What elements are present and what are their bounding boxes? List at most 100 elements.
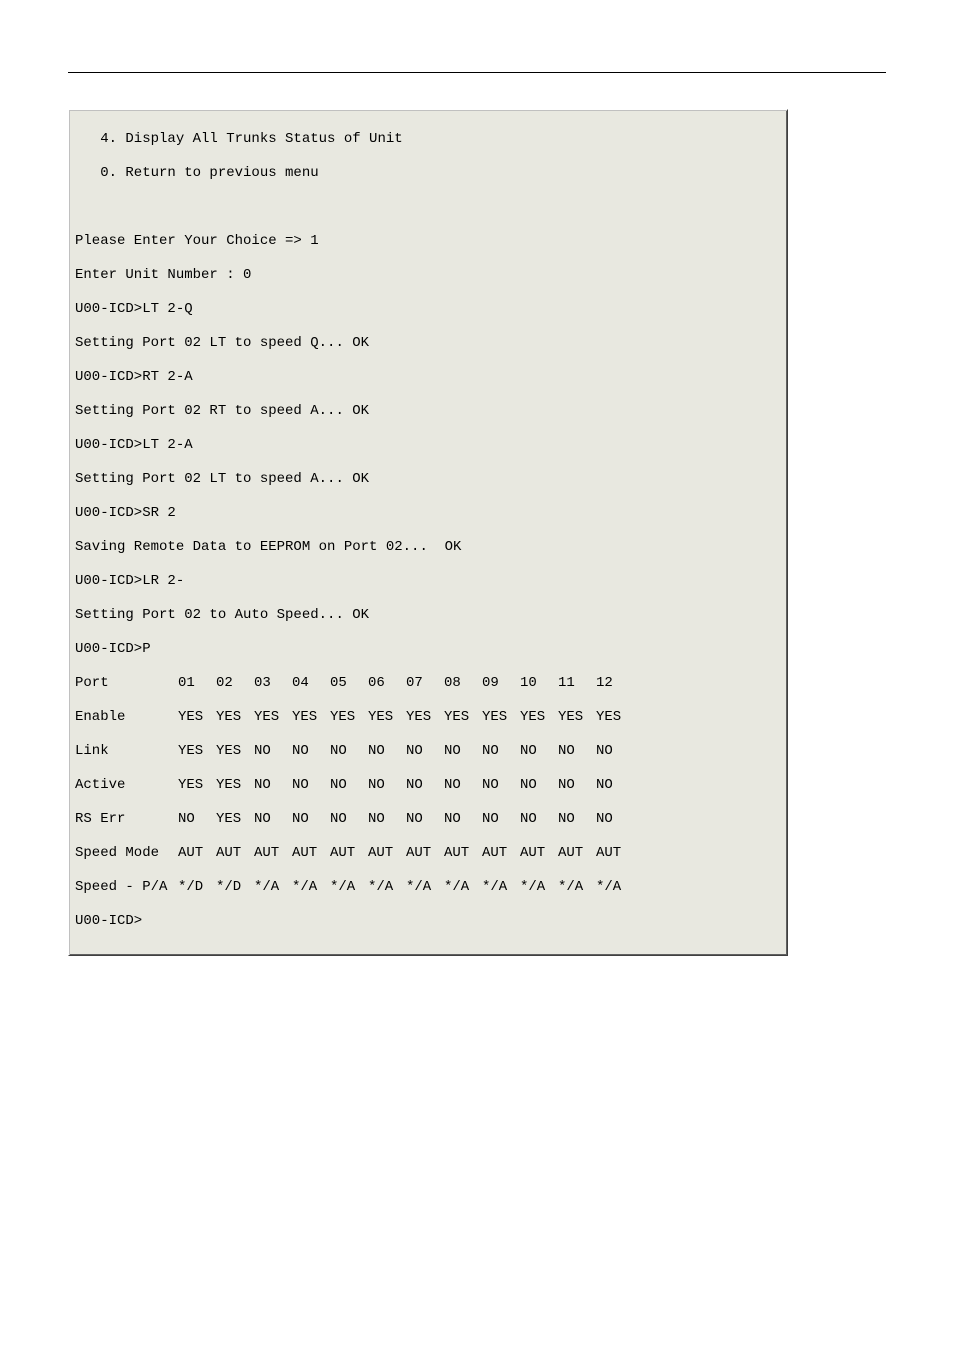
row-label: Enable <box>75 709 178 726</box>
cell: YES <box>292 709 330 726</box>
cell: NO <box>368 743 406 760</box>
cell: YES <box>596 709 634 726</box>
cell: NO <box>596 777 634 794</box>
table-row: Speed - P/A*/D*/D*/A*/A*/A*/A*/A*/A*/A*/… <box>75 879 781 896</box>
cell: NO <box>482 743 520 760</box>
cell: */A <box>330 879 368 896</box>
session-line: U00-ICD>SR 2 <box>75 505 781 522</box>
cell: */A <box>482 879 520 896</box>
session-line: U00-ICD>LR 2- <box>75 573 781 590</box>
port-header-label: Port <box>75 675 178 692</box>
cell: AUT <box>520 845 558 862</box>
cell: YES <box>178 709 216 726</box>
cell: YES <box>178 743 216 760</box>
menu-line: 4. Display All Trunks Status of Unit <box>75 131 781 148</box>
cell: AUT <box>216 845 254 862</box>
cell: NO <box>558 777 596 794</box>
menu-line: 0. Return to previous menu <box>75 165 781 182</box>
row-label: Speed Mode <box>75 845 178 862</box>
port-col: 02 <box>216 675 254 692</box>
session-line: U00-ICD>P <box>75 641 781 658</box>
session-line: Please Enter Your Choice => 1 <box>75 233 781 250</box>
cell: YES <box>368 709 406 726</box>
cell: AUT <box>368 845 406 862</box>
cell: NO <box>292 811 330 828</box>
port-col: 08 <box>444 675 482 692</box>
cell: */A <box>406 879 444 896</box>
session-line: Setting Port 02 LT to speed A... OK <box>75 471 781 488</box>
cell: NO <box>330 743 368 760</box>
cell: */A <box>368 879 406 896</box>
port-col: 11 <box>558 675 596 692</box>
table-row: RS ErrNOYESNONONONONONONONONONO <box>75 811 781 828</box>
cell: AUT <box>254 845 292 862</box>
port-col: 01 <box>178 675 216 692</box>
cell: AUT <box>444 845 482 862</box>
cell: AUT <box>330 845 368 862</box>
cell: NO <box>520 743 558 760</box>
cell: NO <box>520 811 558 828</box>
cell: YES <box>558 709 596 726</box>
cell: */A <box>558 879 596 896</box>
cell: AUT <box>178 845 216 862</box>
session-line: Setting Port 02 to Auto Speed... OK <box>75 607 781 624</box>
cell: */A <box>520 879 558 896</box>
session-line: Enter Unit Number : 0 <box>75 267 781 284</box>
cell: NO <box>330 811 368 828</box>
table-row: EnableYESYESYESYESYESYESYESYESYESYESYESY… <box>75 709 781 726</box>
cell: YES <box>406 709 444 726</box>
cell: YES <box>216 777 254 794</box>
header-rule <box>68 72 886 73</box>
row-label: Active <box>75 777 178 794</box>
cell: NO <box>596 743 634 760</box>
cell: NO <box>292 743 330 760</box>
cell: NO <box>558 743 596 760</box>
session-line: Saving Remote Data to EEPROM on Port 02.… <box>75 539 781 556</box>
row-label: Speed - P/A <box>75 879 178 896</box>
cell: */A <box>596 879 634 896</box>
cell: NO <box>178 811 216 828</box>
port-col: 06 <box>368 675 406 692</box>
cell: NO <box>520 777 558 794</box>
cell: NO <box>444 743 482 760</box>
cell: NO <box>254 743 292 760</box>
cell: NO <box>406 743 444 760</box>
cell: */A <box>292 879 330 896</box>
session-line: U00-ICD>LT 2-A <box>75 437 781 454</box>
cell: NO <box>482 811 520 828</box>
prompt-line: U00-ICD> <box>75 913 781 930</box>
table-row: Speed ModeAUTAUTAUTAUTAUTAUTAUTAUTAUTAUT… <box>75 845 781 862</box>
cell: AUT <box>406 845 444 862</box>
cell: NO <box>406 811 444 828</box>
cell: NO <box>368 811 406 828</box>
port-col: 03 <box>254 675 292 692</box>
cell: NO <box>406 777 444 794</box>
port-col: 07 <box>406 675 444 692</box>
cell: AUT <box>292 845 330 862</box>
session-line: Setting Port 02 RT to speed A... OK <box>75 403 781 420</box>
port-col: 05 <box>330 675 368 692</box>
port-col: 12 <box>596 675 634 692</box>
cell: NO <box>254 777 292 794</box>
blank-line <box>75 199 781 216</box>
cell: YES <box>520 709 558 726</box>
cell: */D <box>178 879 216 896</box>
cell: NO <box>444 811 482 828</box>
cell: YES <box>178 777 216 794</box>
session-line: Setting Port 02 LT to speed Q... OK <box>75 335 781 352</box>
cell: NO <box>482 777 520 794</box>
cell: NO <box>368 777 406 794</box>
cell: NO <box>330 777 368 794</box>
cell: YES <box>216 811 254 828</box>
cell: YES <box>216 743 254 760</box>
row-label: RS Err <box>75 811 178 828</box>
cell: NO <box>254 811 292 828</box>
port-col: 10 <box>520 675 558 692</box>
cell: */D <box>216 879 254 896</box>
cell: AUT <box>482 845 520 862</box>
cell: AUT <box>558 845 596 862</box>
cell: NO <box>558 811 596 828</box>
cell: YES <box>330 709 368 726</box>
cell: NO <box>292 777 330 794</box>
port-col: 09 <box>482 675 520 692</box>
